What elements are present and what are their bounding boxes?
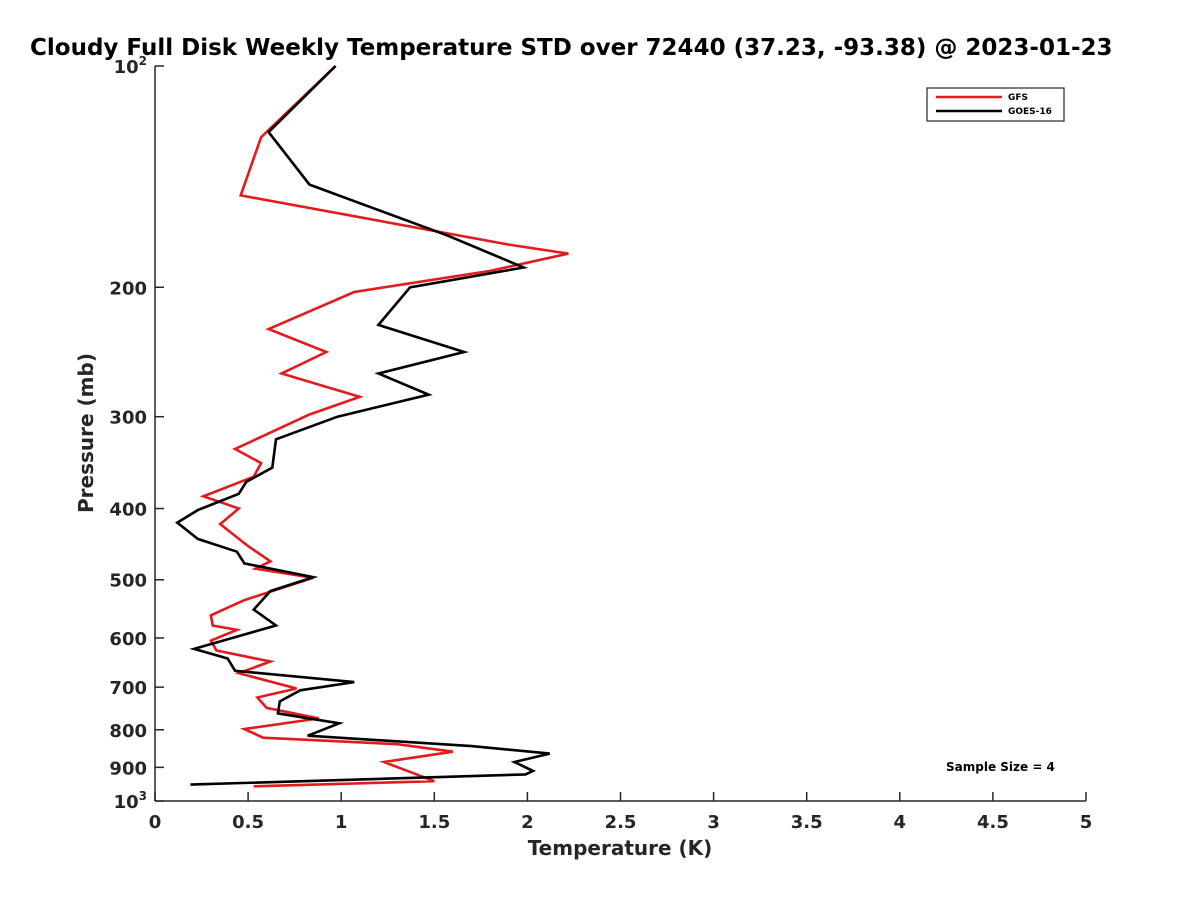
y-tick-label: 500 — [109, 571, 147, 592]
y-tick-label: 300 — [109, 408, 147, 429]
sample-size-annotation: Sample Size = 4 — [946, 760, 1055, 774]
y-ticks: 102 200 300 400 500 600 700 800 900 103 — [109, 54, 164, 813]
x-tick-label: 5 — [1080, 812, 1093, 833]
x-ticks: 0 0.5 1 1.5 2 2.5 3 3.5 4 4.5 5 — [149, 792, 1093, 833]
y-tick-label: 400 — [109, 500, 147, 521]
y-tick-label: 103 — [114, 789, 147, 813]
series-lines — [175, 65, 569, 788]
y-tick-label: 200 — [109, 278, 147, 299]
x-axis-label: Temperature (K) — [528, 836, 713, 860]
y-tick-label: 900 — [109, 758, 147, 779]
series-line-goes16 — [175, 65, 551, 786]
x-tick-label: 0 — [149, 812, 162, 833]
legend-label-gfs: GFS — [1008, 93, 1028, 103]
series-line-gfs — [199, 65, 569, 788]
y-tick-label: 700 — [109, 678, 147, 699]
x-tick-label: 4 — [894, 812, 907, 833]
y-tick-label: 800 — [109, 721, 147, 742]
x-tick-label: 1.5 — [418, 812, 450, 833]
x-tick-label: 0.5 — [232, 812, 264, 833]
y-tick-label: 102 — [114, 54, 147, 78]
y-tick-label: 600 — [109, 629, 147, 650]
legend-box — [926, 87, 1065, 122]
x-tick-label: 4.5 — [977, 812, 1009, 833]
x-tick-label: 3 — [707, 812, 720, 833]
x-tick-label: 3.5 — [791, 812, 823, 833]
legend: GFS GOES-16 — [926, 87, 1065, 122]
x-tick-label: 1 — [335, 812, 348, 833]
x-tick-label: 2.5 — [605, 812, 637, 833]
y-axis-label: Pressure (mb) — [74, 353, 98, 513]
x-tick-label: 2 — [521, 812, 534, 833]
chart-title: Cloudy Full Disk Weekly Temperature STD … — [30, 35, 1113, 61]
legend-label-goes16: GOES-16 — [1008, 107, 1052, 117]
